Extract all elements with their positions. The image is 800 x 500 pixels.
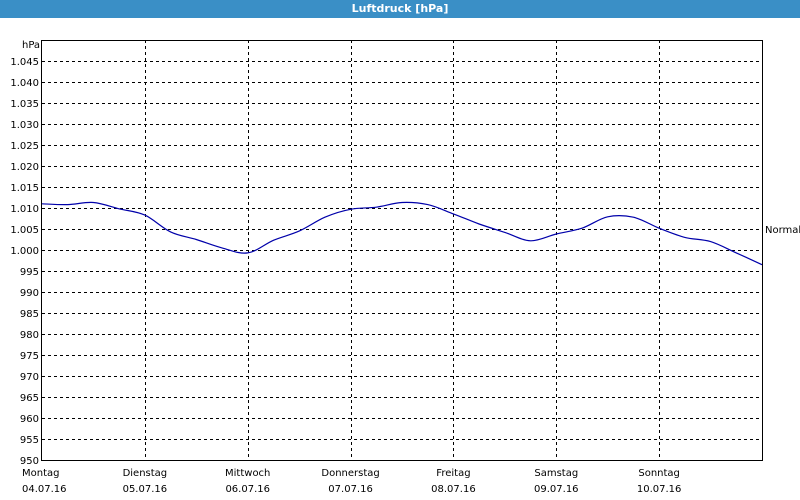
y-tick-label: 950 xyxy=(20,456,39,467)
series-layer xyxy=(41,201,763,266)
x-tick-date-label: 05.07.16 xyxy=(123,484,168,495)
y-tick-label: 1.020 xyxy=(10,162,39,173)
x-tick-day-label: Montag xyxy=(22,468,59,479)
x-tick-day-label: Freitag xyxy=(436,468,470,479)
y-tick-label: 1.005 xyxy=(10,225,39,236)
y-tick-label: 1.015 xyxy=(10,183,39,194)
y-axis-unit-label: hPa xyxy=(22,40,40,51)
y-tick-label: 995 xyxy=(20,267,39,278)
x-tick-date-label: 08.07.16 xyxy=(431,484,476,495)
chart-title-bar: Luftdruck [hPa] xyxy=(0,0,800,18)
y-tick-label: 1.045 xyxy=(10,57,39,68)
x-tick-day-label: Donnerstag xyxy=(321,468,379,479)
x-tick-day-label: Sonntag xyxy=(638,468,680,479)
x-axis-ticks: Montag 04.07.16 Dienstag 05.07.16 Mittwoch 06… xyxy=(22,468,681,495)
x-tick-date-label: 04.07.16 xyxy=(22,484,67,495)
y-tick-label: 955 xyxy=(20,435,39,446)
y-tick-label: 1.000 xyxy=(10,246,39,257)
y-tick-label: 965 xyxy=(20,393,39,404)
grid-layer xyxy=(42,40,762,460)
y-tick-label: 970 xyxy=(20,372,39,383)
x-tick-date-label: 06.07.16 xyxy=(225,484,270,495)
plot-frame xyxy=(41,40,763,461)
y-tick-label: 1.040 xyxy=(10,78,39,89)
reference-line-label: Normal xyxy=(765,225,800,236)
x-tick-day-label: Dienstag xyxy=(123,468,168,479)
x-tick-day-label: Mittwoch xyxy=(225,468,270,479)
y-tick-label: 1.030 xyxy=(10,120,39,131)
x-tick-day-label: Samstag xyxy=(534,468,578,479)
y-tick-label: 980 xyxy=(20,330,39,341)
x-tick-date-label: 10.07.16 xyxy=(637,484,682,495)
y-axis-ticks: 950 955 960 965 970 975 980 985 990 995 1.000 1.005… xyxy=(10,57,39,467)
x-tick-date-label: 07.07.16 xyxy=(328,484,373,495)
y-tick-label: 985 xyxy=(20,309,39,320)
x-tick-date-label: 09.07.16 xyxy=(534,484,579,495)
y-tick-label: 990 xyxy=(20,288,39,299)
y-tick-label: 1.010 xyxy=(10,204,39,215)
y-tick-label: 1.035 xyxy=(10,99,39,110)
y-tick-label: 960 xyxy=(20,414,39,425)
y-tick-label: 1.025 xyxy=(10,141,39,152)
pressure-series-line xyxy=(41,201,763,266)
pressure-chart: hPa 950 955 960 965 970 975 980 985 990 995 1.000 1… xyxy=(10,40,800,495)
y-tick-label: 975 xyxy=(20,351,39,362)
